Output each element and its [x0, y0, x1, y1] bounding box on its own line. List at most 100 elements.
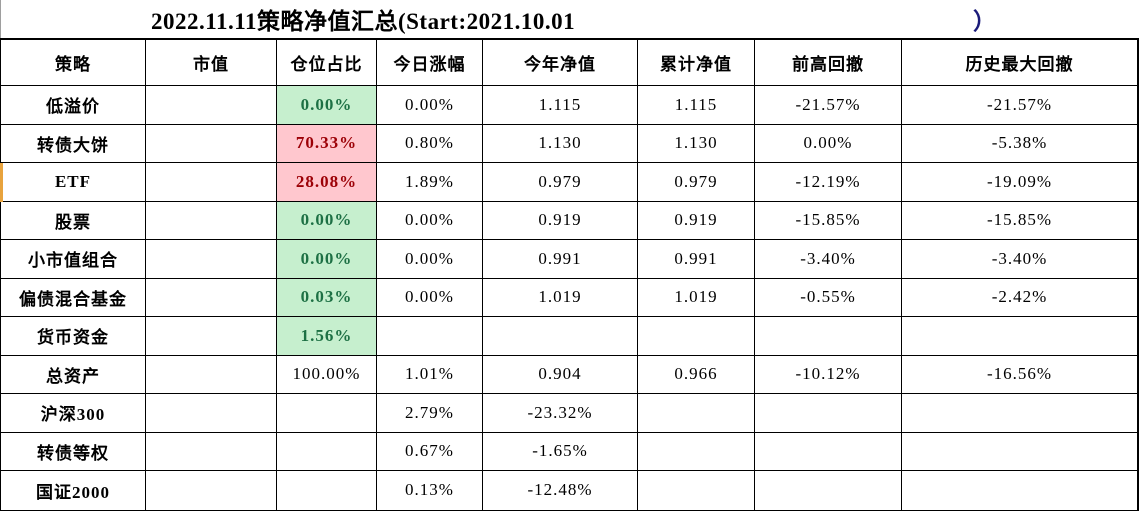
table-cell-r1-cumulative-nav[interactable]: 1.115 — [638, 86, 755, 125]
table-cell-r2-today-change[interactable]: 0.80% — [377, 124, 483, 163]
table-cell-r4-max-drawdown[interactable]: -15.85% — [902, 201, 1138, 240]
table-cell-r1-position-ratio[interactable]: 0.00% — [277, 86, 377, 125]
table-cell-r6-drawdown-from-prev-high[interactable]: -0.55% — [755, 278, 902, 317]
table-cell-r8-drawdown-from-prev-high[interactable]: -10.12% — [755, 355, 902, 394]
table-cell-r1-ytd-nav[interactable]: 1.115 — [483, 86, 638, 125]
table-cell-r3-market-value[interactable] — [146, 163, 277, 202]
table-cell-r10-drawdown-from-prev-high[interactable] — [755, 432, 902, 471]
table-cell-r4-drawdown-from-prev-high[interactable]: -15.85% — [755, 201, 902, 240]
table-cell-r2-ytd-nav[interactable]: 1.130 — [483, 124, 638, 163]
table-cell-r7-ytd-nav[interactable] — [483, 317, 638, 356]
header-cell-market-value[interactable]: 市值 — [146, 40, 277, 86]
table-cell-r6-max-drawdown[interactable]: -2.42% — [902, 278, 1138, 317]
table-cell-r9-position-ratio[interactable] — [277, 394, 377, 433]
table-cell-r7-cumulative-nav[interactable] — [638, 317, 755, 356]
table-cell-r8-today-change[interactable]: 1.01% — [377, 355, 483, 394]
table-cell-r4-ytd-nav[interactable]: 0.919 — [483, 201, 638, 240]
row-label-cell[interactable]: 货币资金 — [1, 317, 146, 356]
table-cell-r7-drawdown-from-prev-high[interactable] — [755, 317, 902, 356]
table-cell-r4-position-ratio[interactable]: 0.00% — [277, 201, 377, 240]
row-label-cell[interactable]: 转债等权 — [1, 432, 146, 471]
row-label-cell[interactable]: 股票 — [1, 201, 146, 240]
table-cell-r11-market-value[interactable] — [146, 471, 277, 510]
table-cell-r8-ytd-nav[interactable]: 0.904 — [483, 355, 638, 394]
title-closing-paren: ） — [973, 9, 996, 34]
table-cell-r4-cumulative-nav[interactable]: 0.919 — [638, 201, 755, 240]
table-cell-r7-max-drawdown[interactable] — [902, 317, 1138, 356]
strategy-summary-table: 策略 市值 仓位占比 今日涨幅 今年净值 累计净值 前高回撤 历史最大回撤 低溢价 0.00% 0.… — [0, 38, 1139, 511]
table-cell-r10-cumulative-nav[interactable] — [638, 432, 755, 471]
table-cell-r9-drawdown-from-prev-high[interactable] — [755, 394, 902, 433]
table-cell-r5-today-change[interactable]: 0.00% — [377, 240, 483, 279]
table-cell-r4-market-value[interactable] — [146, 201, 277, 240]
table-cell-r6-cumulative-nav[interactable]: 1.019 — [638, 278, 755, 317]
table-cell-r8-market-value[interactable] — [146, 355, 277, 394]
header-cell-strategy[interactable]: 策略 — [1, 40, 146, 86]
table-cell-r1-today-change[interactable]: 0.00% — [377, 86, 483, 125]
table-cell-r1-max-drawdown[interactable]: -21.57% — [902, 86, 1138, 125]
table-cell-r1-market-value[interactable] — [146, 86, 277, 125]
table-cell-r2-cumulative-nav[interactable]: 1.130 — [638, 124, 755, 163]
row-label-cell[interactable]: 低溢价 — [1, 86, 146, 125]
table-cell-r2-position-ratio[interactable]: 70.33% — [277, 124, 377, 163]
table-cell-r1-drawdown-from-prev-high[interactable]: -21.57% — [755, 86, 902, 125]
table-cell-r5-cumulative-nav[interactable]: 0.991 — [638, 240, 755, 279]
table-cell-r11-cumulative-nav[interactable] — [638, 471, 755, 510]
table-cell-r7-today-change[interactable] — [377, 317, 483, 356]
table-cell-r4-today-change[interactable]: 0.00% — [377, 201, 483, 240]
row-label-cell[interactable]: ETF — [1, 163, 146, 202]
table-cell-r8-position-ratio[interactable]: 100.00% — [277, 355, 377, 394]
table-cell-r8-cumulative-nav[interactable]: 0.966 — [638, 355, 755, 394]
header-cell-cumulative-nav[interactable]: 累计净值 — [638, 40, 755, 86]
table-cell-r3-drawdown-from-prev-high[interactable]: -12.19% — [755, 163, 902, 202]
table-cell-r10-position-ratio[interactable] — [277, 432, 377, 471]
table-cell-r10-ytd-nav[interactable]: -1.65% — [483, 432, 638, 471]
table-cell-r10-today-change[interactable]: 0.67% — [377, 432, 483, 471]
table-cell-r3-today-change[interactable]: 1.89% — [377, 163, 483, 202]
table-cell-r11-drawdown-from-prev-high[interactable] — [755, 471, 902, 510]
table-cell-r3-position-ratio[interactable]: 28.08% — [277, 163, 377, 202]
table-cell-r5-max-drawdown[interactable]: -3.40% — [902, 240, 1138, 279]
table-cell-r10-market-value[interactable] — [146, 432, 277, 471]
row-label-cell[interactable]: 国证2000 — [1, 471, 146, 510]
table-cell-r8-max-drawdown[interactable]: -16.56% — [902, 355, 1138, 394]
table-cell-r9-ytd-nav[interactable]: -23.32% — [483, 394, 638, 433]
table-cell-r11-position-ratio[interactable] — [277, 471, 377, 510]
table-cell-r6-ytd-nav[interactable]: 1.019 — [483, 278, 638, 317]
table-cell-r9-cumulative-nav[interactable] — [638, 394, 755, 433]
table-cell-r11-today-change[interactable]: 0.13% — [377, 471, 483, 510]
table-cell-r3-max-drawdown[interactable]: -19.09% — [902, 163, 1138, 202]
table-cell-r2-market-value[interactable] — [146, 124, 277, 163]
table-cell-r2-drawdown-from-prev-high[interactable]: 0.00% — [755, 124, 902, 163]
table-cell-r7-market-value[interactable] — [146, 317, 277, 356]
table-cell-r5-market-value[interactable] — [146, 240, 277, 279]
table-cell-r10-max-drawdown[interactable] — [902, 432, 1138, 471]
table-cell-r5-ytd-nav[interactable]: 0.991 — [483, 240, 638, 279]
table-cell-r3-ytd-nav[interactable]: 0.979 — [483, 163, 638, 202]
table-cell-r3-cumulative-nav[interactable]: 0.979 — [638, 163, 755, 202]
header-cell-drawdown-from-prev-high[interactable]: 前高回撤 — [755, 40, 902, 86]
header-cell-ytd-nav[interactable]: 今年净值 — [483, 40, 638, 86]
row-label-cell[interactable]: 沪深300 — [1, 394, 146, 433]
table-cell-r5-position-ratio[interactable]: 0.00% — [277, 240, 377, 279]
row-label-cell[interactable]: 小市值组合 — [1, 240, 146, 279]
table-cell-r6-market-value[interactable] — [146, 278, 277, 317]
table-cell-r5-drawdown-from-prev-high[interactable]: -3.40% — [755, 240, 902, 279]
table-cell-r2-max-drawdown[interactable]: -5.38% — [902, 124, 1138, 163]
table-cell-r7-position-ratio[interactable]: 1.56% — [277, 317, 377, 356]
header-cell-position-ratio[interactable]: 仓位占比 — [277, 40, 377, 86]
table-cell-r11-ytd-nav[interactable]: -12.48% — [483, 471, 638, 510]
table-cell-r6-position-ratio[interactable]: 0.03% — [277, 278, 377, 317]
table-cell-r6-today-change[interactable]: 0.00% — [377, 278, 483, 317]
table-cell-r11-max-drawdown[interactable] — [902, 471, 1138, 510]
row-label-cell[interactable]: 总资产 — [1, 355, 146, 394]
header-cell-today-change[interactable]: 今日涨幅 — [377, 40, 483, 86]
table-cell-r9-max-drawdown[interactable] — [902, 394, 1138, 433]
table-cell-r9-market-value[interactable] — [146, 394, 277, 433]
row-label-cell[interactable]: 偏债混合基金 — [1, 278, 146, 317]
table-cell-r9-today-change[interactable]: 2.79% — [377, 394, 483, 433]
title-cell[interactable]: 2022.11.11策略净值汇总(Start:2021.10.01 ） — [0, 0, 1139, 38]
header-cell-max-drawdown[interactable]: 历史最大回撤 — [902, 40, 1138, 86]
row-label-cell[interactable]: 转债大饼 — [1, 124, 146, 163]
